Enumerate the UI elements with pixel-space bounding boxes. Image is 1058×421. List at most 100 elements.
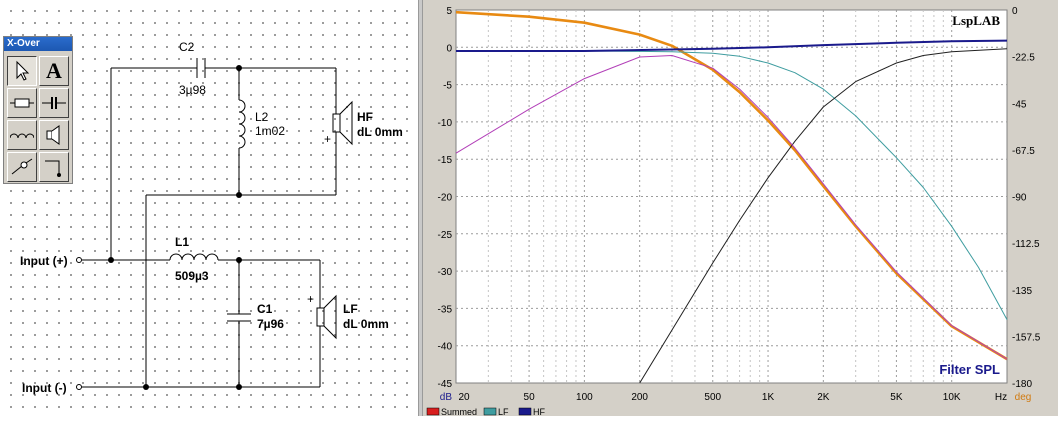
y-tick-label: 0 bbox=[446, 43, 452, 54]
junction-dot bbox=[236, 192, 242, 198]
x-tick-label: 2K bbox=[817, 392, 830, 403]
series-lines bbox=[455, 10, 1008, 384]
lf-polarity-label: + bbox=[307, 292, 314, 306]
hf-speaker-cone bbox=[339, 100, 353, 146]
toolbox-title[interactable]: X-Over bbox=[4, 37, 72, 51]
legend-swatch bbox=[518, 407, 532, 416]
schematic-drawing[interactable]: Input (+) Input (-) C2 3µ98 L2 1m02 HF d… bbox=[0, 0, 418, 416]
resistor-tool-button[interactable] bbox=[7, 88, 37, 118]
y-tick-label: -25 bbox=[438, 230, 453, 241]
chart-legend: Summed LF HF bbox=[426, 407, 545, 416]
y-axis-ticks: 5 0 -5 -10 -15 -20 -25 -30 -35 -40 -45 bbox=[438, 6, 453, 390]
junction-dot bbox=[108, 257, 114, 263]
x-tick-label: 200 bbox=[631, 392, 648, 403]
x-tick-label: 5K bbox=[890, 392, 903, 403]
inductor-l2-symbol[interactable] bbox=[238, 99, 246, 149]
lf-speaker-cone bbox=[323, 294, 337, 340]
legend-label: LF bbox=[498, 407, 509, 416]
y-tick-label: 5 bbox=[446, 6, 452, 17]
y-tick-label: -35 bbox=[438, 304, 453, 315]
hf-polarity-label: + bbox=[324, 132, 331, 146]
resistor-icon bbox=[10, 98, 34, 108]
grid-lines bbox=[456, 10, 1007, 383]
junction-dot bbox=[236, 257, 242, 263]
x-tick-label: 20 bbox=[458, 392, 470, 403]
y2-axis-ticks: 0 -22.5 -45 -67.5 -90 -112.5 -135 -157.5 -180 bbox=[1012, 6, 1041, 390]
x-tick-label: 1K bbox=[762, 392, 775, 403]
x-tick-label: 10K bbox=[943, 392, 961, 403]
l1-value-label: 509µ3 bbox=[175, 269, 209, 283]
lf-delay-label: dL 0mm bbox=[343, 317, 389, 331]
y2-tick-label: -22.5 bbox=[1012, 53, 1035, 64]
y-tick-label: -40 bbox=[438, 342, 453, 353]
series-line-summed bbox=[455, 10, 1008, 361]
pane-splitter[interactable] bbox=[418, 0, 423, 416]
x-tick-label: 100 bbox=[576, 392, 593, 403]
input-minus-terminal[interactable] bbox=[76, 384, 82, 390]
y-tick-label: -20 bbox=[438, 193, 453, 204]
inductor-tool-button[interactable] bbox=[7, 120, 37, 150]
speaker-icon bbox=[46, 125, 60, 145]
x-tick-label: 50 bbox=[524, 392, 536, 403]
lf-speaker-symbol[interactable] bbox=[316, 307, 325, 327]
inductor-icon bbox=[10, 133, 34, 139]
legend-swatch bbox=[483, 407, 497, 416]
l2-name-label: L2 bbox=[255, 110, 269, 124]
probe-tool-button[interactable] bbox=[7, 152, 37, 182]
input-plus-terminal[interactable] bbox=[76, 257, 82, 263]
lf-name-label: LF bbox=[343, 302, 358, 316]
select-tool-button[interactable] bbox=[7, 56, 37, 86]
wire-tool-button[interactable] bbox=[39, 152, 69, 182]
junction-dot bbox=[143, 384, 149, 390]
series-line-phase bbox=[456, 39, 1008, 52]
y2-unit-label: deg bbox=[1015, 392, 1032, 403]
inductor-l1-symbol[interactable] bbox=[169, 253, 219, 261]
hf-delay-label: dL 0mm bbox=[357, 125, 403, 139]
c2-value-label: 3µ98 bbox=[179, 83, 206, 97]
chart-brand: LspLAB bbox=[952, 13, 1000, 28]
input-minus-label: Input (-) bbox=[22, 381, 67, 395]
legend-swatch bbox=[426, 407, 440, 416]
speaker-tool-button[interactable] bbox=[39, 120, 69, 150]
filter-spl-chart: 50-5-10-15-20-25-30-35-40-45 0-22.5-45-6… bbox=[426, 6, 1041, 416]
x-unit-label: Hz bbox=[995, 392, 1007, 403]
capacitor-tool-button[interactable] bbox=[39, 88, 69, 118]
y2-tick-label: -112.5 bbox=[1012, 239, 1040, 250]
y2-tick-label: -135 bbox=[1012, 286, 1032, 297]
x-over-toolbox[interactable]: X-Over A bbox=[3, 36, 73, 184]
input-plus-label: Input (+) bbox=[20, 254, 68, 268]
legend-label: HF bbox=[533, 407, 545, 416]
l1-name-label: L1 bbox=[175, 235, 189, 249]
y-tick-label: -5 bbox=[443, 81, 452, 92]
probe-icon bbox=[11, 158, 33, 175]
capacitor-icon bbox=[42, 97, 66, 109]
text-tool-button[interactable]: A bbox=[39, 56, 69, 86]
filter-spl-chart-pane: 5 0 -5 -10 -15 -20 -25 -30 -35 -40 -45 0 -22.5 -45 -6… bbox=[423, 0, 1058, 416]
select-arrow-icon bbox=[16, 60, 30, 81]
y2-tick-label: -90 bbox=[1012, 193, 1027, 204]
y2-tick-label: -45 bbox=[1012, 99, 1027, 110]
y2-tick-label: 0 bbox=[1012, 6, 1018, 17]
c1-value-label: 7µ96 bbox=[257, 317, 284, 331]
schematic-canvas[interactable]: Input (+) Input (-) C2 3µ98 L2 1m02 HF d… bbox=[0, 0, 418, 416]
x-axis-ticks: 20 50 100 200 500 1K 2K 5K 10K bbox=[458, 392, 960, 403]
wire-icon bbox=[45, 160, 61, 177]
y-unit-label: dB bbox=[440, 392, 453, 403]
y-tick-label: -45 bbox=[438, 379, 453, 390]
c1-name-label: C1 bbox=[257, 302, 273, 316]
y2-tick-label: -67.5 bbox=[1012, 146, 1035, 157]
chart-title: Filter SPL bbox=[939, 362, 1000, 377]
hf-speaker-symbol[interactable] bbox=[332, 113, 341, 133]
junction-dot bbox=[236, 65, 242, 71]
y2-tick-label: -157.5 bbox=[1012, 332, 1041, 343]
junction-dot bbox=[236, 384, 242, 390]
text-tool-icon: A bbox=[46, 58, 62, 83]
y2-tick-label: -180 bbox=[1012, 379, 1032, 390]
hf-name-label: HF bbox=[357, 110, 373, 124]
x-tick-label: 500 bbox=[704, 392, 721, 403]
y-tick-label: -15 bbox=[438, 155, 453, 166]
series-line-hf bbox=[639, 48, 1008, 384]
y-tick-label: -10 bbox=[438, 118, 453, 129]
y-tick-label: -30 bbox=[438, 267, 453, 278]
c2-name-label: C2 bbox=[179, 40, 195, 54]
